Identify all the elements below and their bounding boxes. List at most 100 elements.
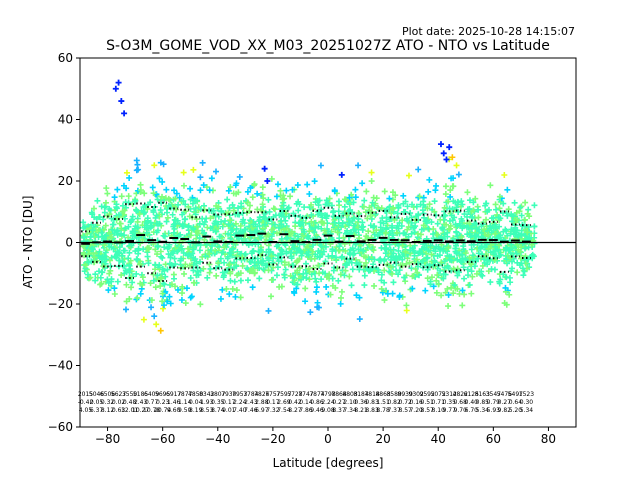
scatter-point <box>295 246 302 253</box>
scatter-point <box>302 298 309 305</box>
bin-mean-label: 2.24 <box>321 399 335 406</box>
scatter-point <box>504 212 511 219</box>
scatter-point <box>408 230 415 237</box>
scatter-point <box>294 281 301 288</box>
scatter-point <box>158 271 165 278</box>
scatter-point <box>495 214 502 221</box>
scatter-point <box>260 266 267 273</box>
scatter-point <box>420 198 427 205</box>
scatter-point <box>335 277 342 284</box>
bin-std-label: 9.70 <box>454 407 468 414</box>
scatter-point <box>294 182 301 189</box>
bin-mean-label: 2.24 <box>233 399 247 406</box>
scatter-point <box>251 269 258 276</box>
scatter-point <box>159 178 166 185</box>
scatter-point <box>416 249 423 256</box>
scatter-point <box>232 220 239 227</box>
scatter-point <box>285 204 292 211</box>
scatter-point <box>521 245 528 252</box>
bin-mean-label: 0.30 <box>520 399 534 406</box>
scatter-point <box>283 234 290 241</box>
y-axis-label: ATO - NTO [DU] <box>21 196 35 289</box>
scatter-point <box>116 250 123 257</box>
scatter-point <box>281 213 288 220</box>
scatter-point <box>288 255 295 262</box>
bin-mean-label: -0.42 <box>78 399 94 406</box>
scatter-point <box>427 242 434 249</box>
scatter-point <box>168 281 175 288</box>
scatter-point <box>331 219 338 226</box>
bin-count-label: 8803 <box>342 391 357 398</box>
scatter-point <box>190 254 197 261</box>
scatter-point <box>141 209 148 216</box>
scatter-point <box>458 259 465 266</box>
scatter-point <box>271 206 278 213</box>
scatter-point <box>191 279 198 286</box>
bin-std-label: 8.19 <box>189 407 203 414</box>
scatter-point <box>153 212 160 219</box>
scatter-point <box>163 186 170 193</box>
scatter-point <box>371 223 378 230</box>
scatter-point <box>437 141 444 148</box>
scatter-point <box>433 182 440 189</box>
scatter-point <box>347 229 354 236</box>
scatter-point <box>514 269 521 276</box>
scatter-point <box>259 257 266 264</box>
scatter-point <box>223 267 230 274</box>
scatter-point <box>414 269 421 276</box>
bin-std-label: 8.78 <box>376 407 390 414</box>
bin-std-label: 7.34 <box>343 407 357 414</box>
scatter-point <box>350 199 357 206</box>
scatter-point <box>396 292 403 299</box>
scatter-point <box>185 203 192 210</box>
scatter-point <box>466 205 473 212</box>
scatter-point <box>368 178 375 185</box>
scatter-point <box>106 270 113 277</box>
scatter-point <box>134 294 141 301</box>
bin-mean-label: 1.46 <box>167 399 181 406</box>
scatter-point <box>346 273 353 280</box>
scatter-point <box>237 270 244 277</box>
scatter-point <box>511 199 518 206</box>
scatter-point <box>120 182 127 189</box>
scatter-point <box>316 270 323 277</box>
bin-std-label: 12.01 <box>121 407 138 414</box>
x-tick-label: 40 <box>431 432 446 446</box>
scatter-point <box>371 282 378 289</box>
scatter-point <box>185 224 192 231</box>
scatter-point <box>113 205 120 212</box>
bin-std-label: 7.54 <box>277 407 291 414</box>
scatter-point <box>473 270 480 277</box>
scatter-point <box>170 221 177 228</box>
scatter-point <box>348 282 355 289</box>
bin-count-label: 9302 <box>409 391 424 398</box>
bin-mean-label: 0.72 <box>398 399 412 406</box>
scatter-point <box>332 254 339 261</box>
scatter-point <box>157 283 164 290</box>
scatter-point <box>360 203 367 210</box>
bin-count-label: 6125 <box>464 391 479 398</box>
scatter-point <box>379 228 386 235</box>
scatter-point <box>388 264 395 271</box>
scatter-point <box>229 226 236 233</box>
scatter-point <box>134 224 141 231</box>
scatter-point <box>312 275 319 282</box>
scatter-point <box>247 184 254 191</box>
scatter-point <box>513 209 520 216</box>
scatter-point <box>531 202 538 209</box>
scatter-point <box>453 162 460 169</box>
scatter-point <box>217 255 224 262</box>
scatter-point <box>121 207 128 214</box>
scatter-point <box>211 220 218 227</box>
scatter-point <box>153 321 160 328</box>
scatter-point <box>117 220 124 227</box>
scatter-point <box>469 252 476 259</box>
scatter-point <box>207 215 214 222</box>
scatter-point <box>305 249 312 256</box>
scatter-point <box>336 243 343 250</box>
scatter-point <box>272 212 279 219</box>
bin-count-label: 4850 <box>188 391 203 398</box>
scatter-point <box>497 276 504 283</box>
scatter-point <box>139 236 146 243</box>
bin-mean-label: 0.17 <box>266 399 280 406</box>
